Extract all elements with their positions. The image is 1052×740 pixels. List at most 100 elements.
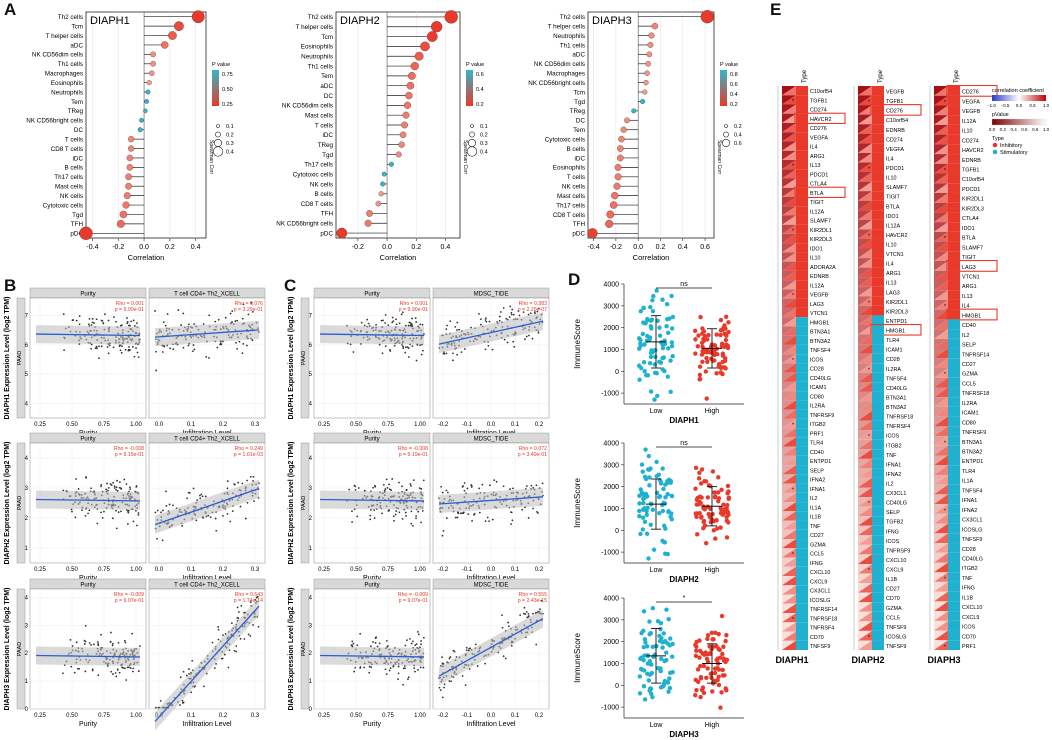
data-point — [660, 645, 665, 650]
data-point — [443, 683, 446, 686]
type-cell — [872, 621, 884, 631]
heatmap-cell-lower — [858, 372, 872, 383]
gene-row-label: IL13 — [886, 281, 897, 287]
data-point — [124, 641, 127, 644]
type-cell — [796, 502, 808, 512]
gene-row-label: IL2RA — [962, 401, 977, 407]
type-cell — [796, 585, 808, 595]
type-cell — [948, 115, 960, 125]
y-tick-label: 1 — [309, 679, 313, 685]
data-point — [648, 686, 653, 691]
rho-label: Rho = 0.543 — [235, 592, 264, 598]
heatmap-cell-upper — [782, 86, 796, 96]
data-point — [666, 509, 671, 514]
data-point — [384, 322, 387, 324]
data-point — [127, 511, 130, 514]
lollipop-dot — [378, 191, 384, 197]
heatmap-cell-upper — [782, 640, 796, 650]
heatmap-cell-lower — [934, 377, 948, 388]
heatmap-cell-lower — [934, 222, 948, 232]
panel-label-d: D — [568, 270, 581, 289]
type-cell — [872, 152, 884, 163]
type-cell — [796, 539, 808, 549]
x-tick-label: 0.0 — [155, 567, 164, 573]
type-cell — [948, 484, 960, 495]
data-point — [532, 612, 534, 615]
data-point — [103, 510, 105, 513]
data-point — [161, 539, 164, 542]
heatmap-cell-lower — [934, 358, 948, 368]
gene-row-label: TGFB1 — [962, 168, 979, 174]
data-point — [665, 680, 671, 685]
type-cell — [948, 368, 960, 378]
data-point — [412, 479, 415, 482]
heatmap-cell-upper — [934, 319, 948, 330]
category-label: Th1 cells — [58, 61, 83, 68]
type-cell — [872, 296, 884, 306]
heatmap-cell-upper — [934, 552, 948, 563]
type-cell — [796, 520, 808, 530]
gene-row-label: CD276 — [962, 90, 979, 96]
data-point — [96, 347, 98, 350]
data-point — [657, 511, 662, 516]
data-point — [484, 662, 486, 665]
x-tick-label: 0.4 — [441, 244, 451, 251]
heatmap-cell-lower — [782, 270, 796, 281]
type-cell — [872, 124, 884, 134]
legend-corr-tick: -0.5 — [1002, 103, 1010, 108]
data-point — [257, 625, 260, 628]
data-point — [454, 325, 457, 328]
data-point — [138, 645, 141, 648]
gene-row-label: CD27 — [962, 362, 976, 368]
heatmap-cell-upper — [934, 338, 948, 349]
lollipop-dot — [388, 161, 394, 167]
gene-label: DIAPH3 — [669, 730, 699, 739]
data-point — [410, 522, 413, 525]
type-cell — [872, 191, 884, 201]
data-point — [120, 510, 122, 513]
gene-row-label: EDNRB — [962, 158, 981, 164]
type-cell — [796, 409, 808, 419]
gene-row-label: BTN3A1 — [810, 330, 830, 336]
data-point — [417, 510, 420, 513]
heatmap-cell-upper — [934, 426, 948, 437]
heatmap-cell-upper — [782, 122, 796, 133]
legend-size-circle — [212, 146, 224, 157]
data-point — [655, 618, 661, 624]
lollipop-dot — [381, 171, 387, 177]
data-point — [390, 489, 393, 492]
data-point — [716, 496, 722, 501]
data-point — [217, 638, 220, 641]
gene-row-label: CD274 — [962, 138, 979, 144]
gene-row-label: ICAM1 — [962, 411, 978, 417]
type-cell — [872, 258, 884, 268]
heatmap-cell-lower — [782, 529, 796, 540]
chart-title: DIAPH3 — [592, 15, 632, 27]
heatmap-cell-lower — [858, 172, 872, 182]
type-cell — [796, 298, 808, 308]
heatmap-cell-lower — [782, 576, 796, 586]
type-cell — [948, 465, 960, 475]
data-point — [718, 365, 724, 371]
data-point — [716, 631, 721, 637]
data-point — [700, 331, 705, 336]
data-point — [646, 678, 652, 683]
data-point — [695, 667, 701, 672]
lollipop-dot — [406, 81, 415, 90]
gene-row-label: IL1B — [962, 595, 973, 601]
type-cell — [872, 238, 884, 249]
rho-label: Rho = 0.555 — [519, 592, 548, 598]
gene-row-label: SLAMF7 — [810, 219, 831, 225]
data-point — [642, 474, 648, 479]
type-cell — [796, 354, 808, 364]
type-cell — [872, 344, 884, 354]
data-point — [441, 656, 443, 659]
data-point — [719, 613, 725, 619]
data-point — [107, 487, 110, 489]
data-point — [652, 397, 657, 402]
heatmap-cell-upper — [782, 196, 796, 207]
lollipop-dot — [116, 219, 125, 228]
y-tick-label: 2 — [309, 651, 313, 657]
type-cell — [948, 601, 960, 612]
data-point — [713, 630, 718, 636]
